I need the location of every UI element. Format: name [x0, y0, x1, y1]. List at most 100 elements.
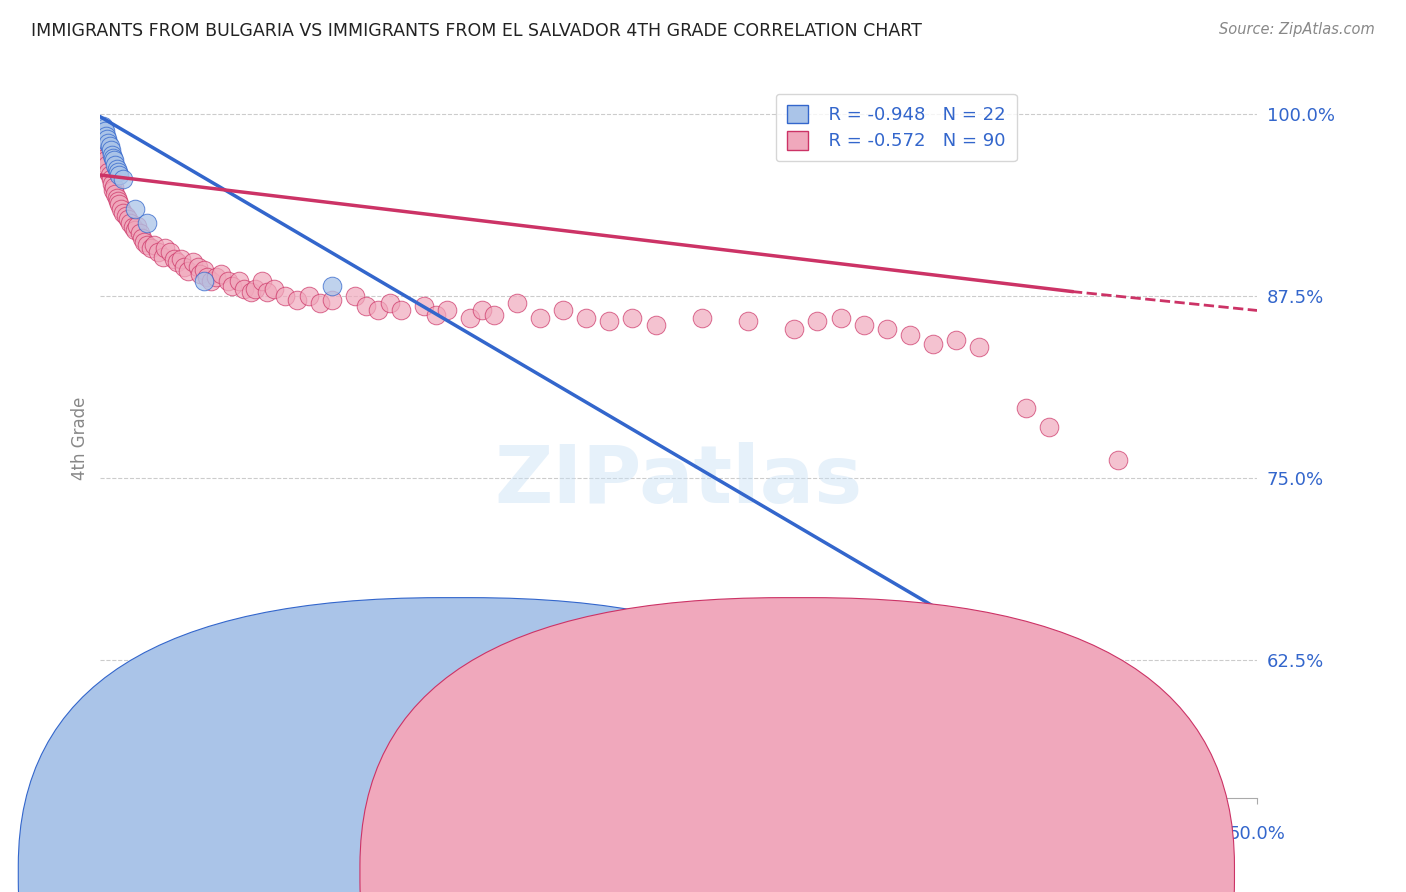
Text: IMMIGRANTS FROM BULGARIA VS IMMIGRANTS FROM EL SALVADOR 4TH GRADE CORRELATION CH: IMMIGRANTS FROM BULGARIA VS IMMIGRANTS F… — [31, 22, 922, 40]
Point — [114, 209, 136, 223]
Point — [228, 274, 250, 288]
Point — [170, 252, 193, 267]
Point — [945, 333, 967, 347]
Point — [389, 303, 412, 318]
Point — [575, 310, 598, 325]
Point — [205, 269, 228, 284]
Point — [436, 303, 458, 318]
Legend:   R = -0.948   N = 22,   R = -0.572   N = 90: R = -0.948 N = 22, R = -0.572 N = 90 — [776, 94, 1017, 161]
Point — [131, 230, 153, 244]
Point — [135, 216, 157, 230]
Point — [598, 313, 620, 327]
Point — [110, 202, 132, 216]
Point — [181, 255, 204, 269]
Point — [551, 303, 574, 318]
Point — [94, 128, 117, 143]
Point — [830, 310, 852, 325]
Point — [297, 289, 319, 303]
Point — [108, 168, 131, 182]
Point — [1153, 750, 1175, 764]
Point — [105, 191, 128, 205]
Point — [321, 293, 343, 308]
Point — [124, 223, 146, 237]
Point — [506, 296, 529, 310]
Point — [91, 139, 114, 153]
Point — [195, 269, 218, 284]
Point — [252, 274, 274, 288]
Point — [245, 282, 267, 296]
Point — [209, 267, 232, 281]
Text: Immigrants from El Salvador: Immigrants from El Salvador — [754, 855, 990, 872]
Point — [193, 262, 215, 277]
Point — [100, 172, 122, 186]
Point — [482, 308, 505, 322]
Point — [94, 153, 117, 168]
Point — [93, 121, 115, 136]
Point — [135, 238, 157, 252]
Y-axis label: 4th Grade: 4th Grade — [72, 396, 89, 480]
Point — [148, 245, 170, 260]
Point — [1107, 453, 1129, 467]
Point — [108, 197, 131, 211]
Point — [93, 143, 115, 157]
Point — [97, 165, 120, 179]
Point — [91, 119, 114, 133]
Point — [378, 296, 401, 310]
Point — [690, 310, 713, 325]
Point — [103, 179, 125, 194]
Point — [112, 206, 135, 220]
Point — [471, 303, 494, 318]
Point — [263, 282, 285, 296]
Point — [94, 151, 117, 165]
Point — [1038, 420, 1060, 434]
Point — [852, 318, 875, 332]
Text: Immigrants from Bulgaria: Immigrants from Bulgaria — [420, 855, 634, 872]
Point — [239, 285, 262, 299]
Point — [177, 264, 200, 278]
Point — [96, 158, 118, 172]
Point — [134, 235, 156, 249]
Point — [104, 186, 127, 201]
Point — [969, 340, 991, 354]
Point — [460, 310, 482, 325]
Point — [101, 183, 124, 197]
Point — [120, 216, 142, 230]
Point — [152, 250, 174, 264]
Point — [104, 158, 127, 172]
Point — [621, 310, 644, 325]
Point — [309, 296, 332, 310]
Point — [112, 172, 135, 186]
Point — [127, 219, 149, 233]
Point — [107, 194, 129, 209]
Point — [876, 322, 898, 336]
Point — [105, 162, 128, 177]
Text: ZIPatlas: ZIPatlas — [495, 442, 863, 520]
Point — [200, 274, 222, 288]
Text: 0.0%: 0.0% — [77, 824, 124, 843]
Point — [98, 168, 121, 182]
Point — [232, 282, 254, 296]
Point — [806, 313, 828, 327]
Point — [285, 293, 308, 308]
Point — [101, 177, 124, 191]
Point — [529, 310, 551, 325]
Point — [1015, 401, 1038, 415]
Point — [1060, 726, 1083, 740]
Text: 50.0%: 50.0% — [1229, 824, 1285, 843]
Point — [425, 308, 447, 322]
Point — [193, 274, 215, 288]
Point — [97, 136, 120, 150]
Point — [100, 143, 122, 157]
Point — [166, 255, 188, 269]
Point — [128, 227, 150, 241]
Point — [159, 245, 181, 260]
Point — [356, 299, 378, 313]
Point — [98, 139, 121, 153]
Point — [153, 241, 176, 255]
Point — [783, 322, 806, 336]
Point — [163, 252, 186, 267]
Point — [101, 151, 124, 165]
Point — [188, 267, 211, 281]
Point — [101, 147, 124, 161]
Point — [274, 289, 297, 303]
